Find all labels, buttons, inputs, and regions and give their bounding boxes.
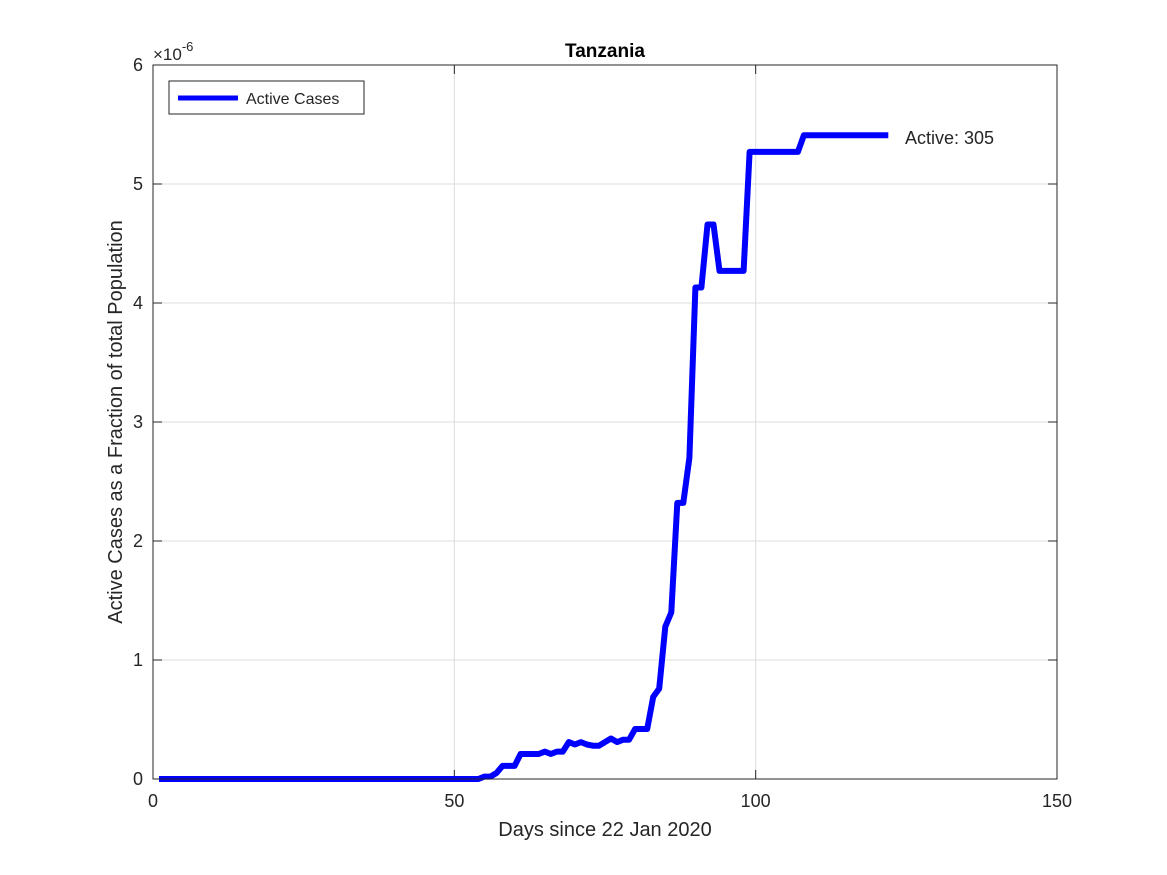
y-exponent-power: -6 [182,39,194,54]
plot-frame [152,64,1058,780]
series-line-active-cases [159,132,889,782]
y-exponent-base: ×10 [153,45,182,64]
y-exponent-label: ×10-6 [153,39,193,64]
y-tick-label: 5 [133,174,143,194]
y-tick-label: 4 [133,293,143,313]
x-tick-label: 0 [148,791,158,811]
y-tick-label: 1 [133,650,143,670]
legend-label-active-cases: Active Cases [246,91,339,108]
y-tick-label: 0 [133,769,143,789]
legend: Active Cases [168,80,365,115]
x-axis-label: Days since 22 Jan 2020 [498,819,711,841]
y-tick-label: 6 [133,55,143,75]
tick-labels: 0 50 100 150 0 1 2 3 4 5 6 [133,55,1072,811]
y-tick-label: 2 [133,531,143,551]
series-layer [159,132,889,782]
x-tick-label: 150 [1042,791,1072,811]
y-axis-label: Active Cases as a Fraction of total Popu… [105,220,127,624]
x-tick-label: 100 [741,791,771,811]
end-annotation: Active: 305 [905,128,994,148]
chart-title: Tanzania [565,41,645,62]
x-tick-label: 50 [444,791,464,811]
y-tick-label: 3 [133,412,143,432]
grid-lines [153,65,1057,779]
